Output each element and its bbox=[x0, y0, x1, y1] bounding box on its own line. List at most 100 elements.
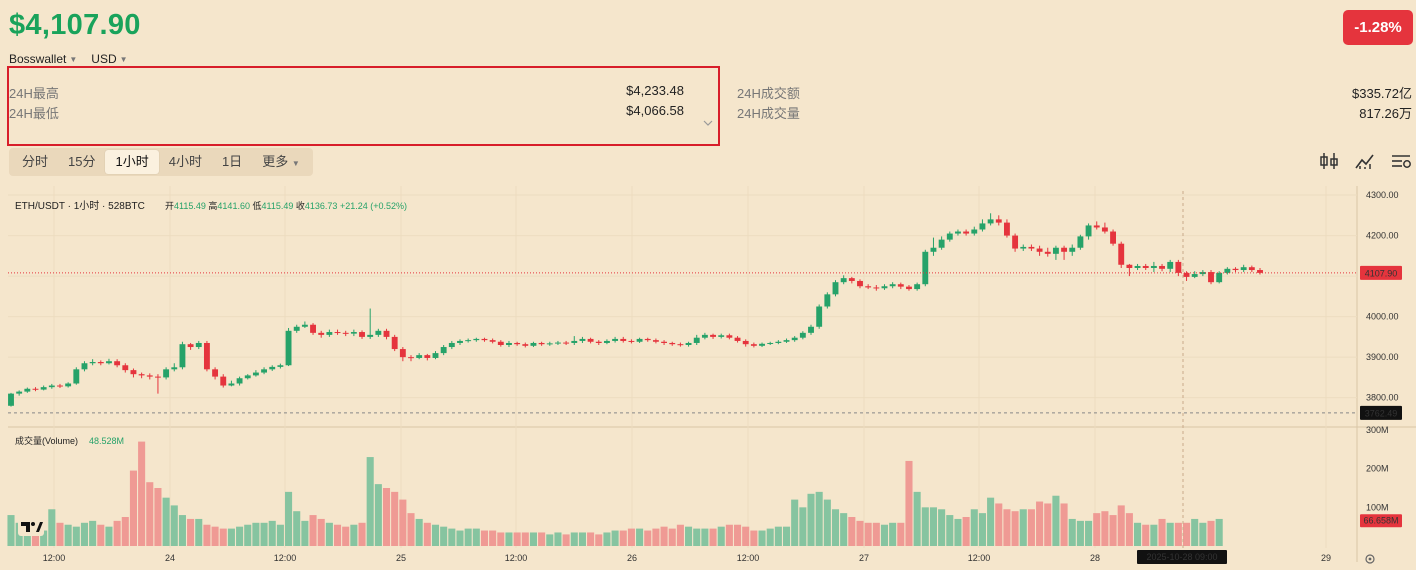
volume-bar bbox=[709, 528, 717, 546]
legend-low-label: 低 bbox=[252, 200, 261, 211]
volume-bar bbox=[252, 522, 260, 546]
candle-body bbox=[163, 369, 170, 378]
candle-body bbox=[881, 286, 888, 289]
candle-body bbox=[375, 330, 382, 335]
candle-body bbox=[922, 251, 929, 285]
candle-settings-icon[interactable] bbox=[1318, 150, 1340, 172]
volume-bar bbox=[260, 522, 268, 546]
candle-body bbox=[424, 355, 431, 358]
candle-body bbox=[367, 334, 374, 337]
candle-body bbox=[506, 342, 512, 345]
candle-body bbox=[612, 338, 619, 341]
stats-highlight-box bbox=[7, 66, 720, 146]
candle-body bbox=[938, 239, 945, 248]
volume-bar bbox=[954, 518, 962, 546]
candle-body bbox=[1085, 225, 1092, 237]
turnover-value: $335.72亿 bbox=[1352, 86, 1412, 101]
volume-bar bbox=[399, 499, 407, 546]
y-tick-label: 4000.00 bbox=[1366, 312, 1399, 322]
candle-body bbox=[824, 294, 831, 307]
candle-body bbox=[440, 347, 447, 354]
chart-settings-icon[interactable] bbox=[1390, 150, 1412, 172]
candle-body bbox=[1118, 243, 1125, 265]
volume-bar bbox=[529, 532, 537, 546]
candle-body bbox=[734, 337, 741, 341]
candle-body bbox=[171, 367, 178, 370]
volume-bar bbox=[644, 530, 652, 546]
volume-bar bbox=[342, 526, 350, 546]
volume-bar bbox=[366, 457, 374, 546]
volume-bar bbox=[734, 524, 742, 546]
volume-bar bbox=[872, 522, 880, 546]
indicator-icon[interactable] bbox=[1354, 150, 1376, 172]
volume-bar bbox=[603, 532, 611, 546]
currency-selector[interactable]: USD ▼ bbox=[91, 52, 127, 66]
volume-bar bbox=[64, 524, 72, 546]
tab-1h[interactable]: 1小时 bbox=[105, 150, 159, 174]
volume-bar bbox=[513, 532, 521, 546]
tab-timeline[interactable]: 分时 bbox=[22, 154, 49, 169]
candle-body bbox=[1134, 265, 1141, 268]
y-tick-label: 4300.00 bbox=[1366, 190, 1399, 200]
candle-body bbox=[359, 332, 365, 337]
volume-bar bbox=[72, 526, 80, 546]
volume-bar bbox=[350, 524, 358, 546]
candle-body bbox=[1232, 268, 1239, 271]
volume-bar bbox=[978, 513, 986, 546]
candle-body bbox=[889, 284, 896, 287]
volume-bar bbox=[1011, 511, 1019, 546]
candle-body bbox=[1110, 231, 1116, 244]
volume-bar bbox=[929, 507, 938, 546]
candle-body bbox=[546, 343, 553, 345]
legend-close: 4136.73 bbox=[305, 201, 338, 211]
volume-tick-label: 200M bbox=[1366, 464, 1389, 474]
tab-4h[interactable]: 4小时 bbox=[168, 154, 202, 169]
volume-bar bbox=[211, 526, 219, 546]
candle-body bbox=[767, 342, 774, 344]
wallet-selector[interactable]: Bosswallet ▼ bbox=[9, 52, 77, 66]
candle-body bbox=[579, 338, 586, 341]
candle-body bbox=[1208, 272, 1214, 283]
candle-body bbox=[693, 337, 700, 343]
change-badge: -1.28% bbox=[1343, 10, 1413, 45]
candle-body bbox=[252, 372, 259, 376]
x-tick-label: 12:00 bbox=[737, 553, 760, 563]
candle-body bbox=[1061, 247, 1068, 252]
candlestick-chart[interactable]: 4300.004200.004100.004000.003900.003800.… bbox=[0, 186, 1416, 570]
candle-body bbox=[481, 338, 488, 341]
candle-body bbox=[808, 326, 814, 333]
tab-1d[interactable]: 1日 bbox=[221, 154, 243, 169]
x-tick-label: 27 bbox=[859, 553, 869, 563]
caret-down-icon: ▼ bbox=[291, 159, 300, 168]
candle-body bbox=[840, 278, 847, 283]
candle-body bbox=[97, 362, 104, 364]
candle-body bbox=[342, 332, 349, 334]
candle-body bbox=[930, 247, 937, 252]
volume-bar bbox=[1182, 522, 1191, 546]
candle-body bbox=[1020, 246, 1027, 249]
candle-body bbox=[1036, 248, 1043, 252]
volume-bar bbox=[538, 532, 546, 546]
volume-bar bbox=[1117, 505, 1125, 546]
volume-bar bbox=[309, 515, 317, 546]
volume-bar bbox=[1027, 509, 1035, 546]
volume-bar bbox=[717, 526, 725, 546]
reference-price-tag bbox=[1360, 405, 1402, 420]
candle-body bbox=[179, 344, 186, 368]
candle-body bbox=[571, 340, 578, 343]
tab-more[interactable]: 更多 ▼ bbox=[252, 150, 310, 174]
volume-bar bbox=[317, 518, 325, 546]
legend-change: +21.24 (+0.52%) bbox=[340, 201, 407, 211]
candle-body bbox=[416, 355, 423, 358]
volume-bar bbox=[325, 522, 333, 546]
caret-down-icon: ▼ bbox=[69, 54, 78, 64]
current-price-tag bbox=[1360, 265, 1402, 280]
candle-body bbox=[465, 340, 472, 342]
volume-bar bbox=[31, 528, 40, 546]
volume-bar bbox=[848, 517, 856, 546]
chevron-down-icon[interactable] bbox=[703, 118, 713, 128]
candle-body bbox=[1044, 251, 1051, 254]
volume-bar bbox=[472, 528, 480, 546]
tab-15m[interactable]: 15分 bbox=[68, 154, 96, 169]
volume-bar bbox=[121, 517, 129, 546]
